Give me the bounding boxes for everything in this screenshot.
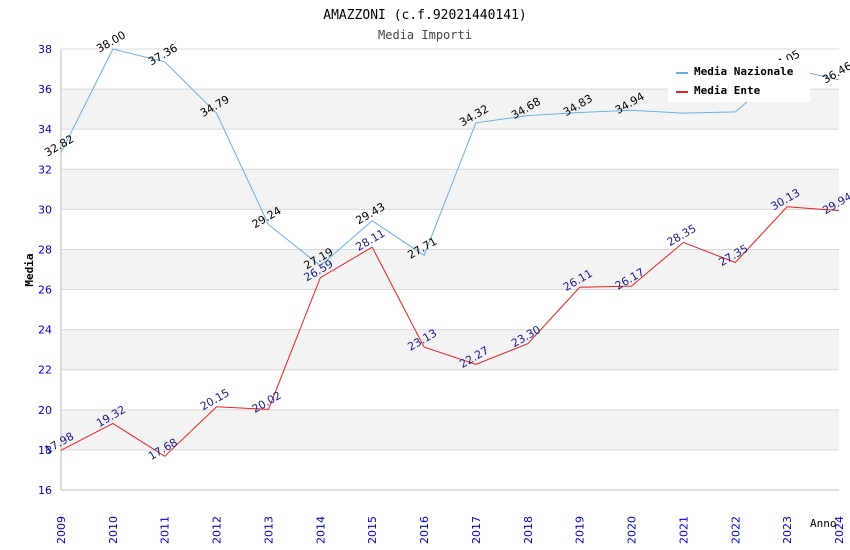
- y-tick-label: 36: [38, 83, 52, 96]
- data-label-media-nazionale: 37.36: [146, 41, 180, 68]
- y-tick-label: 18: [38, 444, 52, 457]
- x-tick-label: 2012: [211, 516, 224, 544]
- x-tick-label: 2022: [729, 516, 742, 544]
- y-axis-ticks: 16 18 20 22 24 26 28 30 32 34 36 38: [38, 43, 52, 497]
- y-axis-label: Media: [23, 253, 36, 286]
- grid-band: [61, 329, 839, 370]
- y-tick-label: 26: [38, 284, 52, 297]
- data-label-media-ente: 20.15: [198, 386, 232, 413]
- y-tick-label: 34: [38, 123, 52, 136]
- chart-title: AMAZZONI (c.f.92021440141): [323, 8, 527, 23]
- axes: [60, 49, 839, 491]
- legend-label-media-ente: Media Ente: [694, 84, 761, 97]
- y-tick-label: 30: [38, 203, 52, 216]
- series-line-media-ente: [60, 206, 840, 457]
- legend-box: [668, 60, 810, 102]
- x-tick-label: 2015: [366, 516, 379, 544]
- y-tick-label: 24: [38, 324, 52, 337]
- data-label-media-nazionale: 32.82: [42, 132, 76, 159]
- x-tick-label: 2010: [107, 516, 120, 544]
- grid-band: [61, 409, 839, 450]
- grid-band: [61, 249, 839, 290]
- x-tick-label: 2023: [781, 516, 794, 544]
- data-label-media-ente: 17.98: [42, 430, 76, 457]
- x-tick-label: 2019: [574, 516, 587, 544]
- x-axis-label: Anno: [810, 517, 837, 530]
- data-label-media-ente: 28.35: [665, 222, 699, 249]
- x-tick-label: 2020: [626, 516, 639, 544]
- legend-label-media-nazionale: Media Nazionale: [694, 65, 794, 78]
- data-label-media-nazionale: 36.46: [820, 59, 850, 86]
- x-tick-label: 2018: [522, 516, 535, 544]
- y-tick-label: 38: [38, 43, 52, 56]
- y-tick-label: 32: [38, 163, 52, 176]
- x-tick-label: 2021: [677, 516, 690, 544]
- x-tick-label: 2014: [314, 516, 327, 544]
- y-tick-label: 16: [38, 484, 52, 497]
- series-lines: [60, 48, 840, 457]
- background-bands: [61, 89, 839, 450]
- series-line-media-nazionale: [60, 48, 840, 267]
- chart-subtitle: Media Importi: [378, 28, 472, 42]
- legend: Media Nazionale Media Ente: [668, 60, 810, 102]
- y-tick-label: 28: [38, 243, 52, 256]
- y-tick-label: 20: [38, 404, 52, 417]
- x-tick-label: 2009: [55, 516, 68, 544]
- x-tick-label: 2017: [470, 516, 483, 544]
- x-tick-label: 2024: [833, 516, 846, 544]
- x-axis-ticks: 2009 2010 2011 2012 2013 2014 2015 2016 2017 2018…: [55, 516, 846, 544]
- x-tick-label: 2013: [262, 516, 275, 544]
- x-tick-label: 2016: [418, 516, 431, 544]
- x-tick-label: 2011: [159, 516, 172, 544]
- y-tick-label: 22: [38, 364, 52, 377]
